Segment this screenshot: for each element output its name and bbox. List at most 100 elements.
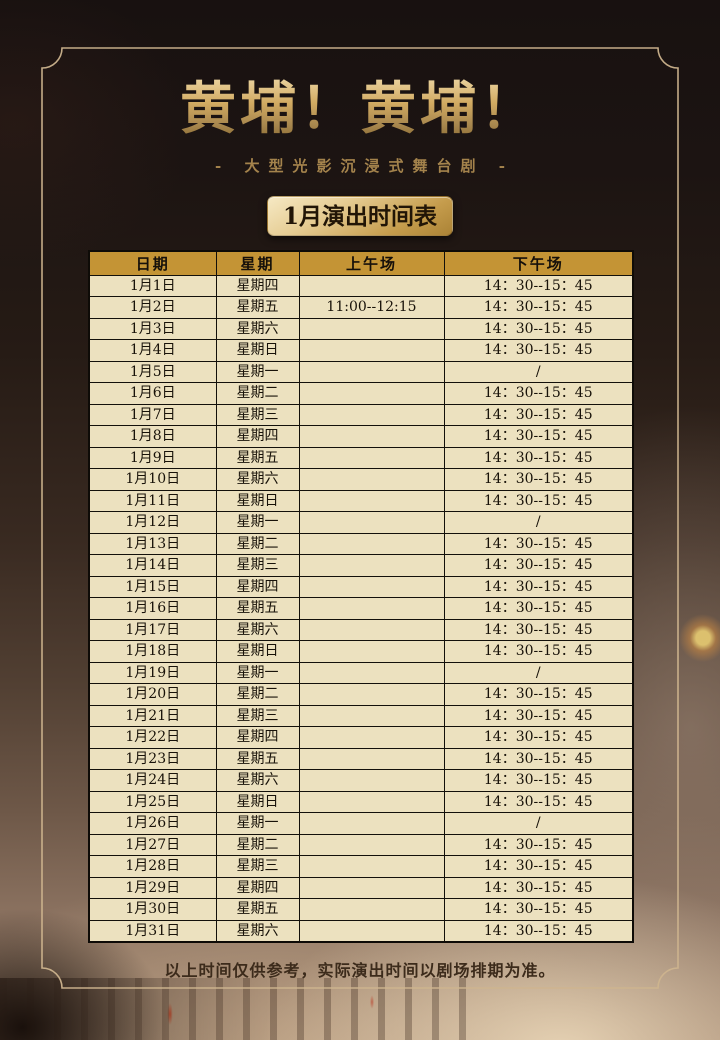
table-row: 1月15日 星期四 14：30--15：45 [88, 575, 634, 598]
morning-cell [298, 317, 445, 340]
afternoon-cell: 14：30--15：45 [443, 382, 634, 405]
weekday-cell: 星期六 [215, 919, 300, 943]
date-cell: 1月16日 [88, 597, 217, 620]
date-cell: 1月19日 [88, 661, 217, 684]
table-row: 1月2日 星期五 11:00--12:15 14：30--15：45 [88, 296, 634, 319]
afternoon-cell: 14：30--15：45 [443, 425, 634, 448]
table-row: 1月4日 星期日 14：30--15：45 [88, 339, 634, 362]
table-row: 1月7日 星期三 14：30--15：45 [88, 403, 634, 426]
morning-cell [298, 339, 445, 362]
col-header-morning: 上午场 [298, 250, 445, 276]
date-cell: 1月22日 [88, 726, 217, 749]
weekday-cell: 星期二 [215, 683, 300, 706]
date-cell: 1月30日 [88, 898, 217, 921]
date-cell: 1月8日 [88, 425, 217, 448]
table-row: 1月8日 星期四 14：30--15：45 [88, 425, 634, 448]
col-header-weekday: 星期 [215, 250, 300, 276]
table-row: 1月22日 星期四 14：30--15：45 [88, 726, 634, 749]
weekday-cell: 星期四 [215, 274, 300, 297]
morning-cell [298, 489, 445, 512]
date-cell: 1月23日 [88, 747, 217, 770]
morning-cell [298, 554, 445, 577]
afternoon-cell: 14：30--15：45 [443, 769, 634, 792]
date-cell: 1月11日 [88, 489, 217, 512]
afternoon-cell: 14：30--15：45 [443, 683, 634, 706]
weekday-cell: 星期四 [215, 425, 300, 448]
table-row: 1月17日 星期六 14：30--15：45 [88, 618, 634, 641]
schedule-table-header: 日期 星期 上午场 下午场 [88, 250, 634, 276]
morning-cell [298, 618, 445, 641]
table-row: 1月20日 星期二 14：30--15：45 [88, 683, 634, 706]
table-row: 1月25日 星期日 14：30--15：45 [88, 790, 634, 813]
date-cell: 1月18日 [88, 640, 217, 663]
afternoon-cell: / [443, 360, 634, 383]
morning-cell [298, 790, 445, 813]
morning-cell [298, 833, 445, 856]
col-header-afternoon: 下午场 [443, 250, 634, 276]
afternoon-cell: 14：30--15：45 [443, 339, 634, 362]
afternoon-cell: 14：30--15：45 [443, 554, 634, 577]
afternoon-cell: 14：30--15：45 [443, 317, 634, 340]
afternoon-cell: / [443, 812, 634, 835]
table-row: 1月19日 星期一 / [88, 661, 634, 684]
table-row: 1月3日 星期六 14：30--15：45 [88, 317, 634, 340]
date-cell: 1月2日 [88, 296, 217, 319]
afternoon-cell: 14：30--15：45 [443, 790, 634, 813]
afternoon-cell: 14：30--15：45 [443, 618, 634, 641]
afternoon-cell: 14：30--15：45 [443, 597, 634, 620]
afternoon-cell: / [443, 511, 634, 534]
date-cell: 1月29日 [88, 876, 217, 899]
col-header-date: 日期 [88, 250, 217, 276]
date-cell: 1月10日 [88, 468, 217, 491]
weekday-cell: 星期六 [215, 769, 300, 792]
afternoon-cell: 14：30--15：45 [443, 446, 634, 469]
weekday-cell: 星期六 [215, 618, 300, 641]
weekday-cell: 星期四 [215, 726, 300, 749]
schedule-badge: 1月演出时间表 [267, 196, 453, 236]
afternoon-cell: 14：30--15：45 [443, 296, 634, 319]
date-cell: 1月13日 [88, 532, 217, 555]
afternoon-cell: 14：30--15：45 [443, 468, 634, 491]
afternoon-cell: 14：30--15：45 [443, 403, 634, 426]
morning-cell [298, 855, 445, 878]
weekday-cell: 星期一 [215, 511, 300, 534]
date-cell: 1月3日 [88, 317, 217, 340]
show-subtitle: - 大型光影沉浸式舞台剧 - [215, 157, 514, 175]
morning-cell [298, 403, 445, 426]
weekday-cell: 星期五 [215, 446, 300, 469]
date-cell: 1月14日 [88, 554, 217, 577]
morning-cell [298, 661, 445, 684]
afternoon-cell: 14：30--15：45 [443, 640, 634, 663]
date-cell: 1月31日 [88, 919, 217, 943]
date-cell: 1月17日 [88, 618, 217, 641]
morning-cell [298, 747, 445, 770]
morning-cell [298, 575, 445, 598]
weekday-cell: 星期日 [215, 790, 300, 813]
afternoon-cell: 14：30--15：45 [443, 726, 634, 749]
afternoon-cell: 14：30--15：45 [443, 274, 634, 297]
date-cell: 1月24日 [88, 769, 217, 792]
weekday-cell: 星期三 [215, 554, 300, 577]
date-cell: 1月26日 [88, 812, 217, 835]
date-cell: 1月6日 [88, 382, 217, 405]
date-cell: 1月9日 [88, 446, 217, 469]
date-cell: 1月20日 [88, 683, 217, 706]
date-cell: 1月4日 [88, 339, 217, 362]
table-row: 1月10日 星期六 14：30--15：45 [88, 468, 634, 491]
table-row: 1月27日 星期二 14：30--15：45 [88, 833, 634, 856]
morning-cell [298, 704, 445, 727]
weekday-cell: 星期二 [215, 532, 300, 555]
morning-cell [298, 597, 445, 620]
date-cell: 1月5日 [88, 360, 217, 383]
afternoon-cell: 14：30--15：45 [443, 532, 634, 555]
table-row: 1月1日 星期四 14：30--15：45 [88, 274, 634, 297]
table-row: 1月28日 星期三 14：30--15：45 [88, 855, 634, 878]
weekday-cell: 星期四 [215, 575, 300, 598]
weekday-cell: 星期四 [215, 876, 300, 899]
table-row: 1月16日 星期五 14：30--15：45 [88, 597, 634, 620]
table-row: 1月6日 星期二 14：30--15：45 [88, 382, 634, 405]
weekday-cell: 星期三 [215, 403, 300, 426]
table-row: 1月5日 星期一 / [88, 360, 634, 383]
morning-cell [298, 812, 445, 835]
table-row: 1月13日 星期二 14：30--15：45 [88, 532, 634, 555]
